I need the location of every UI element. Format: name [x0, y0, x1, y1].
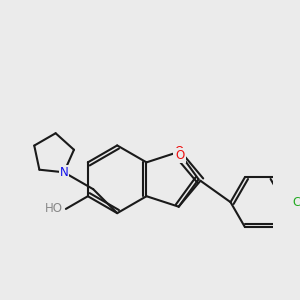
Text: N: N: [60, 166, 68, 179]
Text: O: O: [174, 146, 183, 158]
Text: Cl: Cl: [292, 196, 300, 209]
Text: HO: HO: [45, 202, 63, 215]
Text: O: O: [176, 149, 184, 162]
